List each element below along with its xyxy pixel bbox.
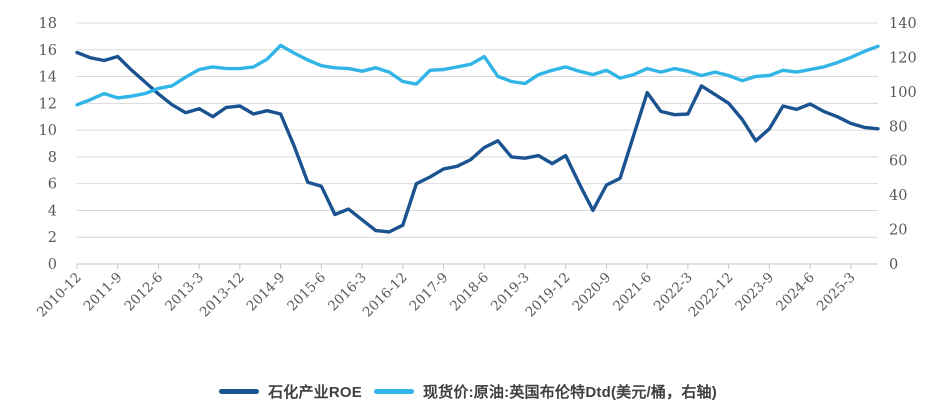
y-axis-label-left: 18 <box>39 16 57 32</box>
y-axis-label-right: 40 <box>889 188 907 204</box>
x-tick-label: 2018-6 <box>447 270 492 315</box>
y-axis-label-left: 8 <box>48 150 57 166</box>
y-axis-label-right: 60 <box>889 154 907 170</box>
y-axis-label-right: 0 <box>889 257 898 273</box>
roe-line-swatch <box>219 389 260 394</box>
x-tick-label: 2012-6 <box>121 270 166 315</box>
y-axis-label-left: 2 <box>48 230 57 246</box>
y-axis-label-left: 6 <box>48 177 57 193</box>
x-tick-label: 2010-12 <box>34 270 85 321</box>
x-tick-label: 2017-9 <box>406 270 451 315</box>
brent-legend-label: 现货价:原油:英国布伦特Dtd(美元/桶，右轴) <box>422 384 717 401</box>
x-tick-label: 2024-6 <box>773 270 818 315</box>
y-axis-label-left: 0 <box>48 257 57 273</box>
brent-line-swatch <box>373 389 414 394</box>
roe-series-line <box>75 50 880 234</box>
y-axis-label-right: 80 <box>889 119 907 135</box>
x-tick-label: 2016-12 <box>360 270 411 321</box>
x-tick-label: 2023-9 <box>732 270 777 315</box>
x-tick-label: 2022-12 <box>686 270 737 321</box>
y-axis-label-left: 4 <box>48 203 57 219</box>
y-axis-label-right: 120 <box>889 50 917 66</box>
roe-legend-label: 石化产业ROE <box>268 384 362 401</box>
legend-item-brent: 现货价:原油:英国布伦特Dtd(美元/桶，右轴) <box>373 381 717 402</box>
y-axis-label-right: 20 <box>889 223 907 239</box>
y-axis-label-left: 12 <box>39 96 57 112</box>
x-tick-label: 2019-12 <box>523 270 574 321</box>
y-axis-label-right: 140 <box>889 16 917 32</box>
y-axis-label-left: 16 <box>39 43 57 59</box>
x-tick-label: 2021-6 <box>610 270 655 315</box>
x-tick-label: 2013-12 <box>197 270 248 321</box>
x-tick-label: 2011-9 <box>81 270 126 315</box>
y-axis-label-left: 10 <box>39 123 57 139</box>
y-axis-label-right: 100 <box>889 85 917 101</box>
x-tick-label: 2015-6 <box>284 270 329 315</box>
chart-legend: 石化产业ROE 现货价:原油:英国布伦特Dtd(美元/桶，右轴) <box>0 381 936 402</box>
x-tick-label: 2020-9 <box>569 270 614 315</box>
x-tick-label: 2014-9 <box>244 270 289 315</box>
legend-item-roe: 石化产业ROE <box>219 381 362 402</box>
x-tick-label: 2025-3 <box>814 270 859 315</box>
y-axis-label-left: 14 <box>39 70 57 86</box>
brent-series-line <box>75 43 880 107</box>
